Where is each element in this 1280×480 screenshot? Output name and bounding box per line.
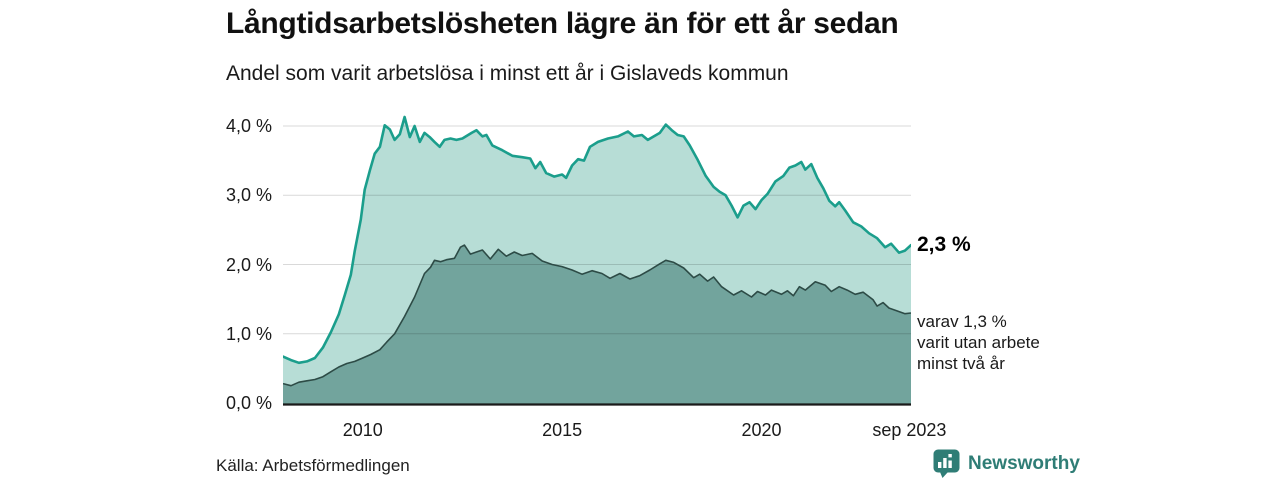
x-axis-label: 2015 <box>542 420 583 440</box>
y-axis-label: 4,0 % <box>225 116 272 136</box>
annotation-two-year-line3: minst två år <box>917 354 1005 373</box>
chart-area <box>283 115 911 406</box>
series-line-2plus-year <box>283 244 911 387</box>
series-line-1plus-year <box>283 115 911 365</box>
annotation-two-year-line1: varav 1,3 % <box>917 312 1007 331</box>
source-label: Källa: Arbetsförmedlingen <box>216 456 410 475</box>
annotation-two-year-line2: varit utan arbete <box>917 333 1040 352</box>
y-axis-label: 1,0 % <box>225 323 272 344</box>
x-axis-label: 2010 <box>342 420 383 440</box>
annotation-two-year-block: varav 1,3 % varit utan arbete minst två … <box>917 311 1040 374</box>
x-axis-label: 2020 <box>741 420 782 440</box>
x-axis-label: sep 2023 <box>872 420 947 440</box>
series-fill-2plus-year <box>283 245 911 405</box>
newsworthy-logo: Newsworthy <box>933 449 1080 478</box>
bubble-bar-chart-icon <box>933 449 960 478</box>
y-axis-label: 3,0 % <box>225 185 272 206</box>
annotation-latest-value: 2,3 % <box>917 233 971 256</box>
chart-title: Långtidsarbetslösheten lägre än för ett … <box>226 7 899 40</box>
y-axis-label: 2,0 % <box>225 254 272 275</box>
chart-subtitle: Andel som varit arbetslösa i minst ett å… <box>226 62 789 85</box>
brand-name: Newsworthy <box>968 452 1080 474</box>
y-axis-label: 0,0 % <box>225 393 272 413</box>
